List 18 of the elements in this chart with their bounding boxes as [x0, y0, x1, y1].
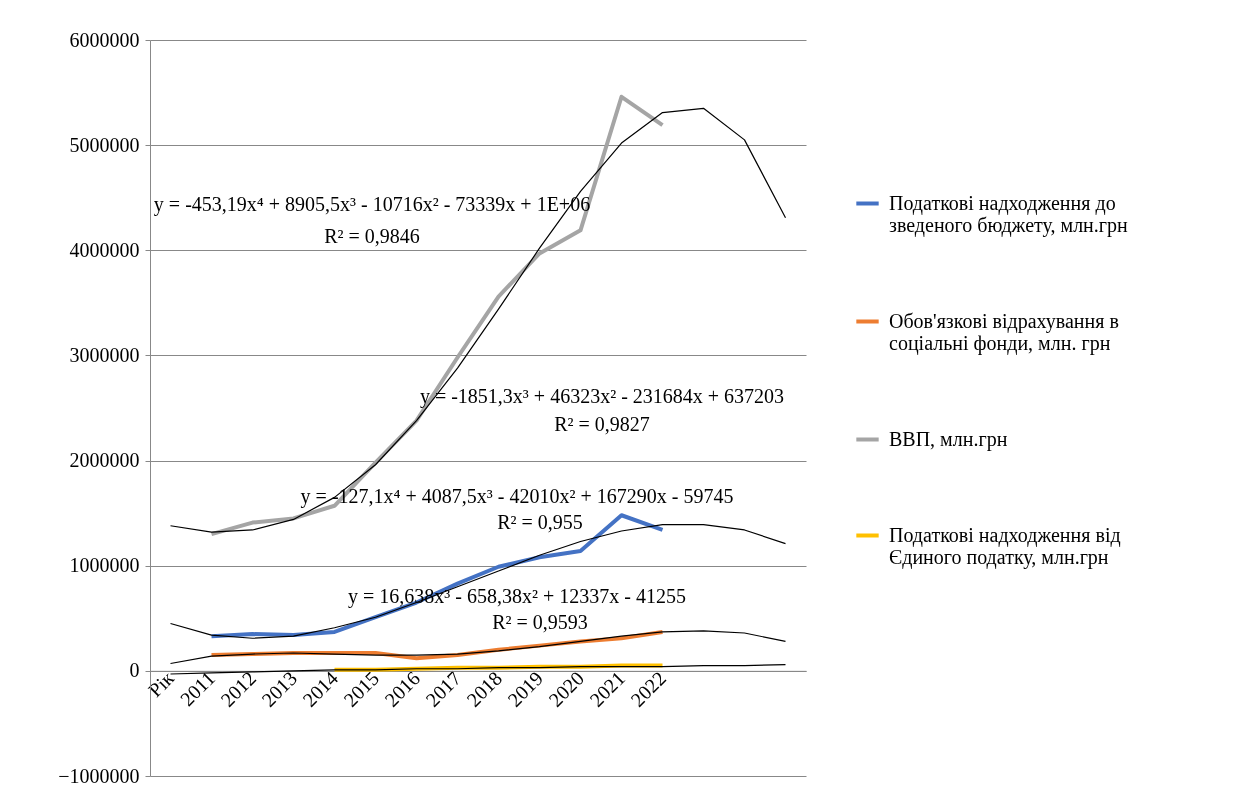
annotation: R² = 0,9593 — [492, 611, 588, 633]
y-tick-label: 4000000 — [69, 238, 140, 261]
legend-label: Податкові надходження від Єдиного податку, млн.грн — [889, 523, 1121, 569]
annotation: R² = 0,955 — [497, 511, 583, 533]
y-tick-label: 0 — [129, 659, 140, 682]
legend-label: ВВП, млн.грн — [889, 427, 1008, 451]
y-tick-label: 2000000 — [69, 449, 140, 472]
legend-label: Обов'язкові відрахування в соціальні фонди, млн. грн — [889, 309, 1119, 355]
y-tick-label: 3000000 — [69, 343, 140, 366]
annotation: y = -1851,3x³ + 46323x² - 231684x + 637203 — [419, 385, 785, 408]
annotation: R² = 0,9846 — [324, 225, 420, 247]
y-tick-label: 6000000 — [69, 28, 140, 51]
annotation: y = -127,1x⁴ + 4087,5x³ - 42010x² + 167290x - 59745 — [300, 485, 734, 508]
y-tick-label: −1000000 — [58, 764, 140, 787]
y-tick-label: 5000000 — [69, 133, 140, 156]
y-tick-label: 1000000 — [69, 554, 140, 577]
legend-label: Податкові надходження до зведеного бюджету, млн.грн — [889, 191, 1129, 237]
annotation: R² = 0,9827 — [554, 413, 650, 435]
